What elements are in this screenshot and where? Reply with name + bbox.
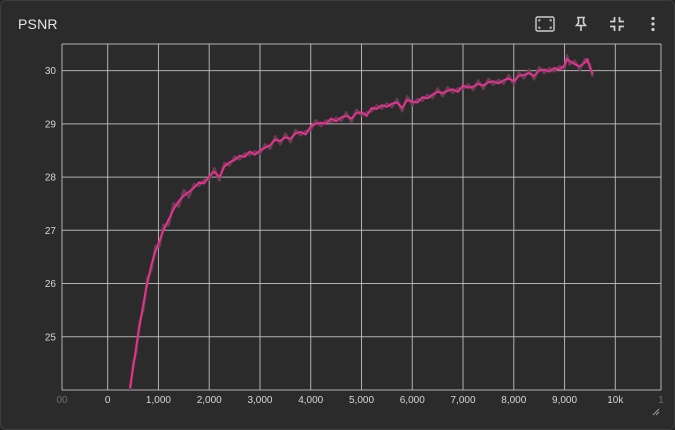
more-vertical-icon [651, 16, 655, 32]
x-tick-label: 00 [56, 395, 68, 406]
resize-handle-icon[interactable] [650, 406, 660, 416]
card-title: PSNR [18, 16, 58, 32]
pin-button[interactable] [570, 13, 592, 35]
x-tick-label: 2,000 [197, 395, 222, 406]
x-tick-label: 0 [105, 395, 111, 406]
y-tick-label: 30 [45, 66, 57, 77]
x-tick-label: 5,000 [349, 395, 374, 406]
collapse-button[interactable] [606, 13, 628, 35]
x-tick-label: 7,000 [451, 395, 476, 406]
more-options-button[interactable] [642, 13, 664, 35]
x-tick-label: 10k [607, 395, 624, 406]
collapse-icon [610, 17, 624, 31]
y-tick-label: 26 [45, 279, 57, 290]
fit-to-screen-button[interactable] [534, 13, 556, 35]
x-tick-label: 8,000 [501, 395, 526, 406]
pin-icon [574, 16, 588, 31]
y-tick-label: 28 [45, 173, 57, 184]
fit-to-screen-icon [535, 16, 555, 32]
x-tick-label: 1 [658, 395, 664, 406]
x-tick-label: 3,000 [247, 395, 272, 406]
x-tick-label: 9,000 [552, 395, 577, 406]
y-tick-label: 27 [45, 226, 57, 237]
x-tick-label: 1,000 [146, 395, 171, 406]
smoothed-series-line [129, 57, 594, 389]
y-tick-label: 29 [45, 119, 57, 130]
raw-series-line [129, 54, 594, 390]
x-tick-label: 4,000 [298, 395, 323, 406]
y-tick-label: 25 [45, 332, 57, 343]
x-tick-label: 6,000 [400, 395, 425, 406]
